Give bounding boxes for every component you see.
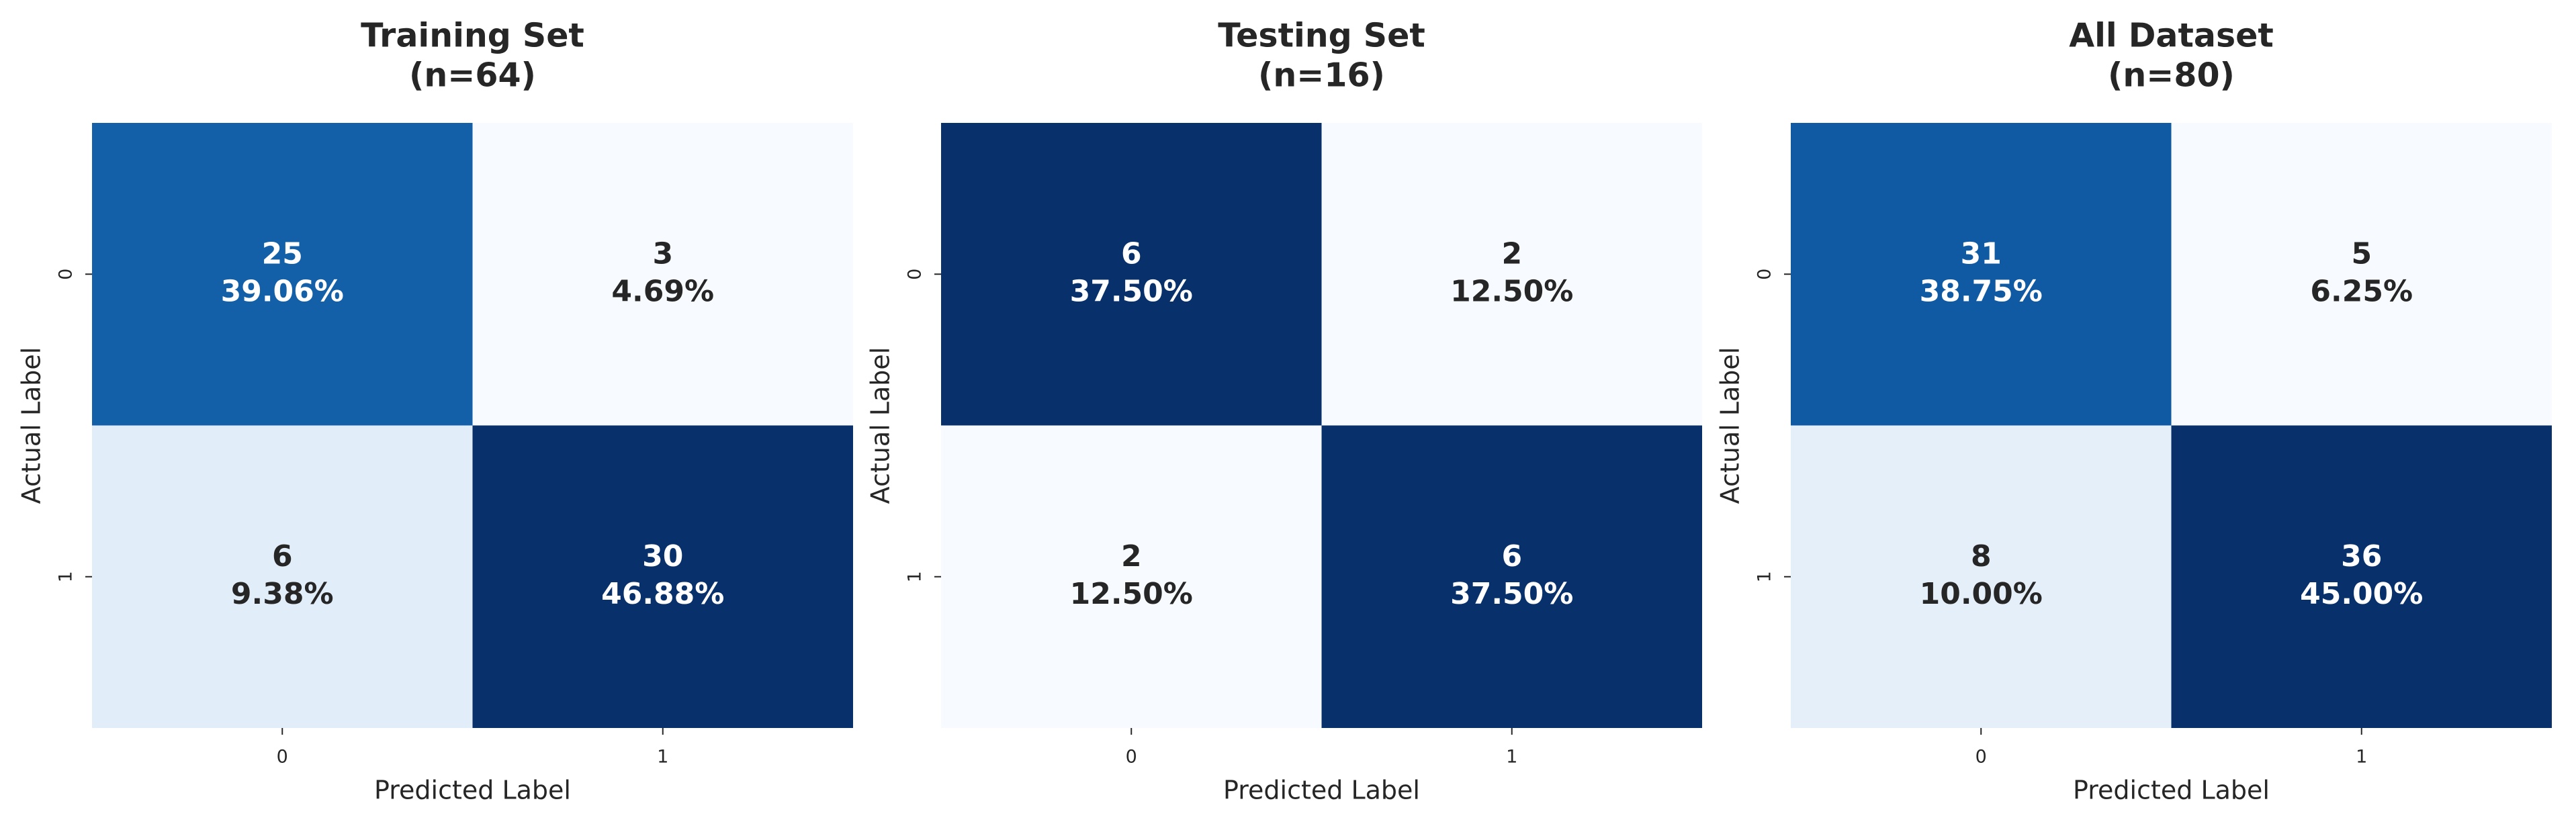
cell-percentage: 45.00% [2300, 577, 2423, 611]
cell-count: 5 [2351, 236, 2372, 271]
cell-count: 30 [642, 539, 683, 574]
y-axis-label: Actual Label [17, 347, 46, 504]
y-axis-label: Actual Label [866, 347, 895, 504]
cell-percentage: 38.75% [1920, 274, 2043, 308]
cell-count: 3 [652, 236, 673, 271]
heatmap-cell [472, 123, 853, 426]
chart-subtitle: (n=16) [1258, 56, 1385, 95]
heatmap-cell [2171, 123, 2552, 426]
heatmap-cell [2171, 425, 2552, 728]
x-axis-label: Predicted Label [2073, 776, 2270, 805]
y-tick-label: 0 [56, 269, 77, 280]
cell-count: 6 [272, 539, 293, 574]
heatmap-cell [941, 425, 1322, 728]
x-tick-label: 0 [277, 747, 288, 768]
heatmap-cell [1791, 123, 2172, 426]
cell-count: 6 [1121, 236, 1142, 271]
chart-title: Testing Set [1218, 17, 1425, 55]
cell-percentage: 10.00% [1920, 577, 2043, 611]
heatmap-cell [1791, 425, 2172, 728]
x-tick-label: 1 [2356, 747, 2367, 768]
y-tick-label: 1 [905, 571, 926, 582]
cell-percentage: 6.25% [2310, 274, 2413, 308]
heatmap-cell [92, 425, 473, 728]
cell-percentage: 39.06% [221, 274, 344, 308]
y-tick-label: 1 [56, 571, 77, 582]
cell-percentage: 12.50% [1450, 274, 1573, 308]
x-tick-label: 1 [1506, 747, 1517, 768]
chart-title: All Dataset [2069, 17, 2274, 55]
chart-title: Training Set [361, 17, 584, 55]
cell-count: 31 [1961, 236, 2002, 271]
cell-percentage: 12.50% [1070, 577, 1193, 611]
y-tick-label: 1 [1755, 571, 1775, 582]
cell-count: 2 [1121, 539, 1142, 574]
cell-count: 2 [1501, 236, 1522, 271]
cell-percentage: 4.69% [611, 274, 714, 308]
cell-percentage: 37.50% [1450, 577, 1573, 611]
x-tick-label: 0 [1126, 747, 1137, 768]
heatmap-cell [941, 123, 1322, 426]
cell-count: 8 [1971, 539, 1992, 574]
y-axis-label: Actual Label [1716, 347, 1745, 504]
heatmap-cell [92, 123, 473, 426]
cell-count: 6 [1501, 539, 1522, 574]
x-axis-label: Predicted Label [374, 776, 571, 805]
y-tick-label: 0 [1755, 269, 1775, 280]
heatmap-cell [1321, 123, 1702, 426]
cell-percentage: 46.88% [601, 577, 724, 611]
chart-subtitle: (n=64) [409, 56, 536, 95]
cell-count: 25 [262, 236, 303, 271]
chart-subtitle: (n=80) [2108, 56, 2235, 95]
cell-count: 36 [2341, 539, 2382, 574]
x-axis-label: Predicted Label [1223, 776, 1420, 805]
y-tick-label: 0 [905, 269, 926, 280]
heatmap-cell [472, 425, 853, 728]
cell-percentage: 9.38% [231, 577, 334, 611]
x-tick-label: 0 [1975, 747, 1987, 768]
x-tick-label: 1 [657, 747, 668, 768]
heatmap-cell [1321, 425, 1702, 728]
cell-percentage: 37.50% [1070, 274, 1193, 308]
